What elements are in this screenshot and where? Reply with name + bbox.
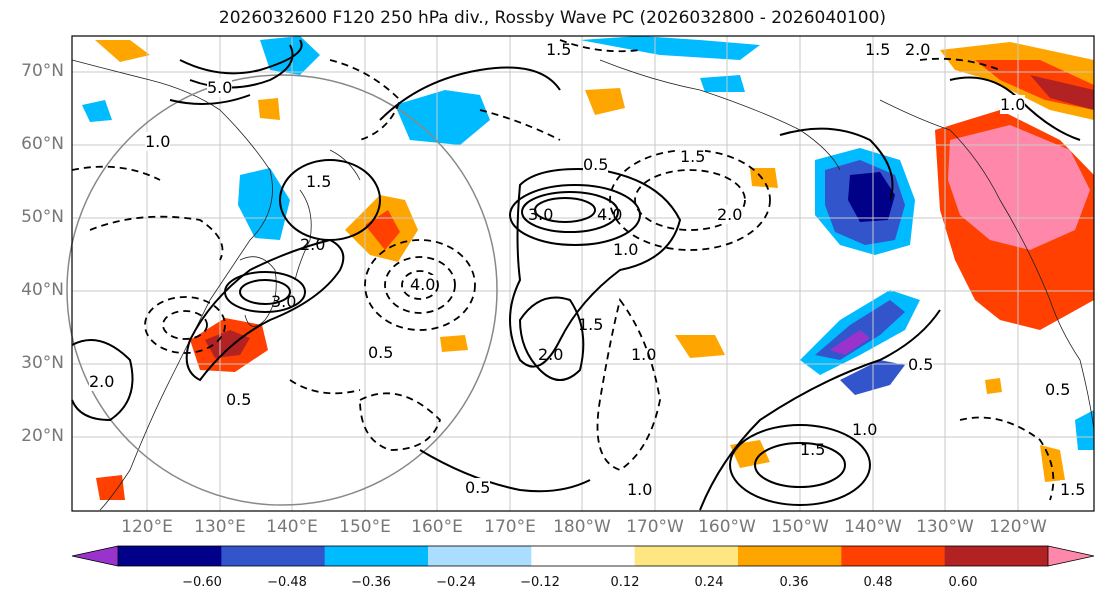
colorbar-cell — [738, 546, 842, 566]
lon-label: 140°E — [266, 517, 318, 537]
colorbar-extend-high — [1048, 546, 1094, 566]
colorbar-cell — [428, 546, 532, 566]
colorbar-cell — [944, 546, 1049, 566]
lat-label: 50°N — [21, 207, 64, 227]
colorbar-tick: 0.48 — [863, 575, 893, 590]
colorbar-tick: 0.24 — [694, 575, 724, 590]
lat-label: 60°N — [21, 134, 64, 154]
lon-label: 150°W — [771, 517, 829, 537]
lat-label: 30°N — [21, 353, 64, 373]
lon-label: 120°E — [121, 517, 173, 537]
colorbar-tick: −0.12 — [520, 575, 560, 590]
colorbar-tick: −0.48 — [267, 575, 307, 590]
colorbar-tick: 0.60 — [948, 575, 978, 590]
lon-label: 180°W — [553, 517, 611, 537]
map-gridlines — [72, 36, 1094, 511]
colorbar — [71, 545, 1095, 567]
lat-label: 20°N — [21, 426, 64, 446]
divergence-shading — [82, 36, 1094, 500]
colorbar-cell — [634, 546, 739, 566]
lon-label: 130°W — [916, 517, 974, 537]
colorbar-cell — [118, 546, 222, 566]
lon-label: 170°E — [484, 517, 536, 537]
lon-label: 170°W — [626, 517, 684, 537]
lat-label: 70°N — [21, 61, 64, 81]
coastlines — [71, 59, 1095, 511]
lat-label: 40°N — [21, 280, 64, 300]
map-frame — [71, 35, 1095, 512]
colorbar-tick: 0.36 — [779, 575, 809, 590]
contours-negative — [71, 39, 1055, 501]
colorbar-cell — [531, 546, 636, 566]
colorbar-extend-low — [72, 546, 118, 566]
colorbar-cell — [841, 546, 946, 566]
map-title: 2026032600 F120 250 hPa div., Rossby Wav… — [218, 8, 887, 28]
colorbar-tick: −0.36 — [351, 575, 391, 590]
colorbar-cell — [324, 546, 429, 566]
lon-label: 160°E — [411, 517, 463, 537]
map-background — [72, 36, 1094, 511]
colorbar-outline — [117, 545, 1049, 567]
lon-label: 120°W — [989, 517, 1047, 537]
lon-label: 150°E — [339, 517, 391, 537]
colorbar-cell — [221, 546, 326, 566]
contours-positive — [71, 39, 1081, 511]
colorbar-tick: 0.12 — [610, 575, 640, 590]
lon-label: 160°W — [698, 517, 756, 537]
lon-label: 130°E — [194, 517, 246, 537]
colorbar-tick: −0.60 — [182, 575, 222, 590]
colorbar-tick: −0.24 — [436, 575, 476, 590]
lon-label: 140°W — [844, 517, 902, 537]
rossby-wave-circle — [66, 74, 498, 506]
